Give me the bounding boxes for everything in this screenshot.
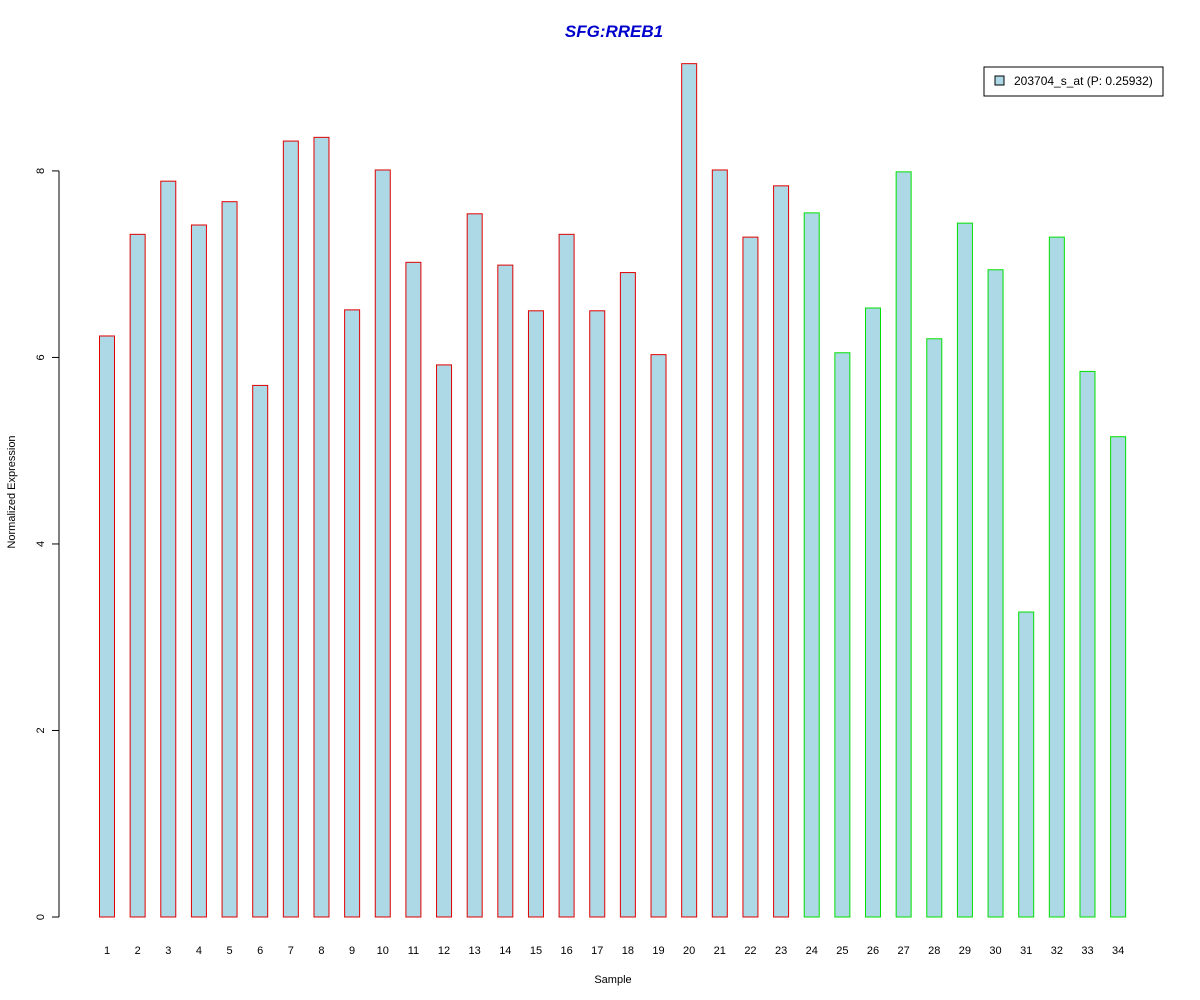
bar-sample-17 bbox=[589, 310, 606, 918]
x-tick-label: 15 bbox=[530, 945, 542, 957]
x-tick-label: 17 bbox=[591, 945, 603, 957]
bar-sample-22 bbox=[742, 236, 759, 918]
y-tick-label: 6 bbox=[35, 354, 47, 360]
bar-sample-4 bbox=[190, 224, 207, 918]
bar-sample-28 bbox=[926, 338, 943, 918]
x-tick-label: 3 bbox=[165, 945, 171, 957]
bar-sample-2 bbox=[129, 233, 146, 918]
x-tick-label: 11 bbox=[408, 945, 419, 957]
bar-sample-20 bbox=[681, 63, 698, 918]
x-tick-label: 4 bbox=[196, 945, 202, 957]
bar-sample-30 bbox=[987, 269, 1004, 918]
bar-sample-7 bbox=[282, 140, 299, 918]
x-tick-label: 24 bbox=[806, 945, 818, 957]
x-tick-label: 23 bbox=[775, 945, 787, 957]
y-axis-label: Normalized Expression bbox=[6, 435, 18, 548]
bar-sample-9 bbox=[344, 309, 361, 918]
bar-sample-26 bbox=[865, 307, 881, 918]
x-tick-label: 34 bbox=[1112, 945, 1124, 957]
x-tick-label: 31 bbox=[1020, 945, 1032, 957]
bar-sample-14 bbox=[497, 264, 514, 918]
y-axis: 0 2 4 6 8 bbox=[35, 168, 60, 920]
bar-sample-16 bbox=[558, 233, 575, 918]
bar-sample-11 bbox=[405, 261, 422, 918]
x-tick-label: 33 bbox=[1081, 945, 1093, 957]
x-axis-label: Sample bbox=[594, 974, 631, 986]
bar-sample-13 bbox=[466, 213, 483, 918]
x-tick-label: 29 bbox=[959, 945, 971, 957]
y-tick-label: 2 bbox=[35, 727, 47, 733]
x-tick-label: 12 bbox=[438, 945, 450, 957]
x-tick-label: 22 bbox=[744, 945, 756, 957]
x-tick-label: 21 bbox=[714, 945, 726, 957]
bar-sample-27 bbox=[895, 171, 912, 918]
chart-title: SFG:RREB1 bbox=[565, 22, 663, 41]
bar-sample-19 bbox=[650, 354, 667, 918]
bar-sample-6 bbox=[252, 384, 269, 918]
y-tick-label: 8 bbox=[35, 168, 47, 174]
x-tick-label: 9 bbox=[349, 945, 355, 957]
y-tick-label: 4 bbox=[35, 541, 47, 547]
bar-sample-5 bbox=[221, 201, 238, 918]
x-tick-label: 1 bbox=[104, 945, 110, 957]
x-tick-label: 6 bbox=[257, 945, 263, 957]
x-tick-label: 14 bbox=[499, 945, 511, 957]
x-tick-label: 7 bbox=[288, 945, 294, 957]
x-tick-label: 5 bbox=[226, 945, 232, 957]
bar-sample-31 bbox=[1018, 611, 1035, 918]
x-tick-label: 18 bbox=[622, 945, 634, 957]
x-tick-label: 8 bbox=[318, 945, 324, 957]
x-tick-label: 10 bbox=[377, 945, 389, 957]
bar-sample-8 bbox=[313, 136, 330, 918]
bar-sample-12 bbox=[436, 364, 453, 918]
bar-sample-29 bbox=[956, 222, 973, 918]
bar-sample-34 bbox=[1110, 436, 1127, 918]
x-tick-label: 30 bbox=[989, 945, 1001, 957]
x-tick-label: 16 bbox=[560, 945, 572, 957]
bar-sample-24 bbox=[803, 212, 820, 918]
bars-group bbox=[99, 63, 1127, 918]
bar-sample-10 bbox=[374, 169, 391, 918]
x-tick-label: 13 bbox=[469, 945, 481, 957]
bar-sample-1 bbox=[99, 335, 115, 918]
x-tick-label: 32 bbox=[1051, 945, 1063, 957]
x-tick-label: 19 bbox=[652, 945, 664, 957]
x-tick-label: 25 bbox=[836, 945, 848, 957]
bar-sample-18 bbox=[619, 272, 636, 918]
legend-swatch bbox=[994, 75, 1005, 86]
x-tick-label: 27 bbox=[898, 945, 910, 957]
x-tick-label: 28 bbox=[928, 945, 940, 957]
bar-sample-25 bbox=[834, 352, 851, 918]
bar-sample-15 bbox=[527, 310, 544, 918]
legend-box bbox=[983, 66, 1164, 97]
bar-sample-21 bbox=[711, 169, 728, 918]
legend-label: 203704_s_at (P: 0.25932) bbox=[1014, 74, 1153, 88]
bar-sample-32 bbox=[1048, 236, 1065, 918]
bar-sample-23 bbox=[773, 185, 790, 918]
bar-sample-33 bbox=[1079, 370, 1096, 918]
x-tick-label: 26 bbox=[867, 945, 879, 957]
x-tick-label: 2 bbox=[135, 945, 141, 957]
y-tick-label: 0 bbox=[35, 914, 47, 920]
bar-sample-3 bbox=[160, 180, 177, 918]
x-tick-label: 20 bbox=[683, 945, 695, 957]
legend: 203704_s_at (P: 0.25932) bbox=[983, 66, 1164, 97]
x-tick-labels: 1 2 3 4 5 6 7 8 9 10 11 12 13 14 15 16 17 18 19 20 21 22 23 24 2… bbox=[104, 945, 1124, 957]
